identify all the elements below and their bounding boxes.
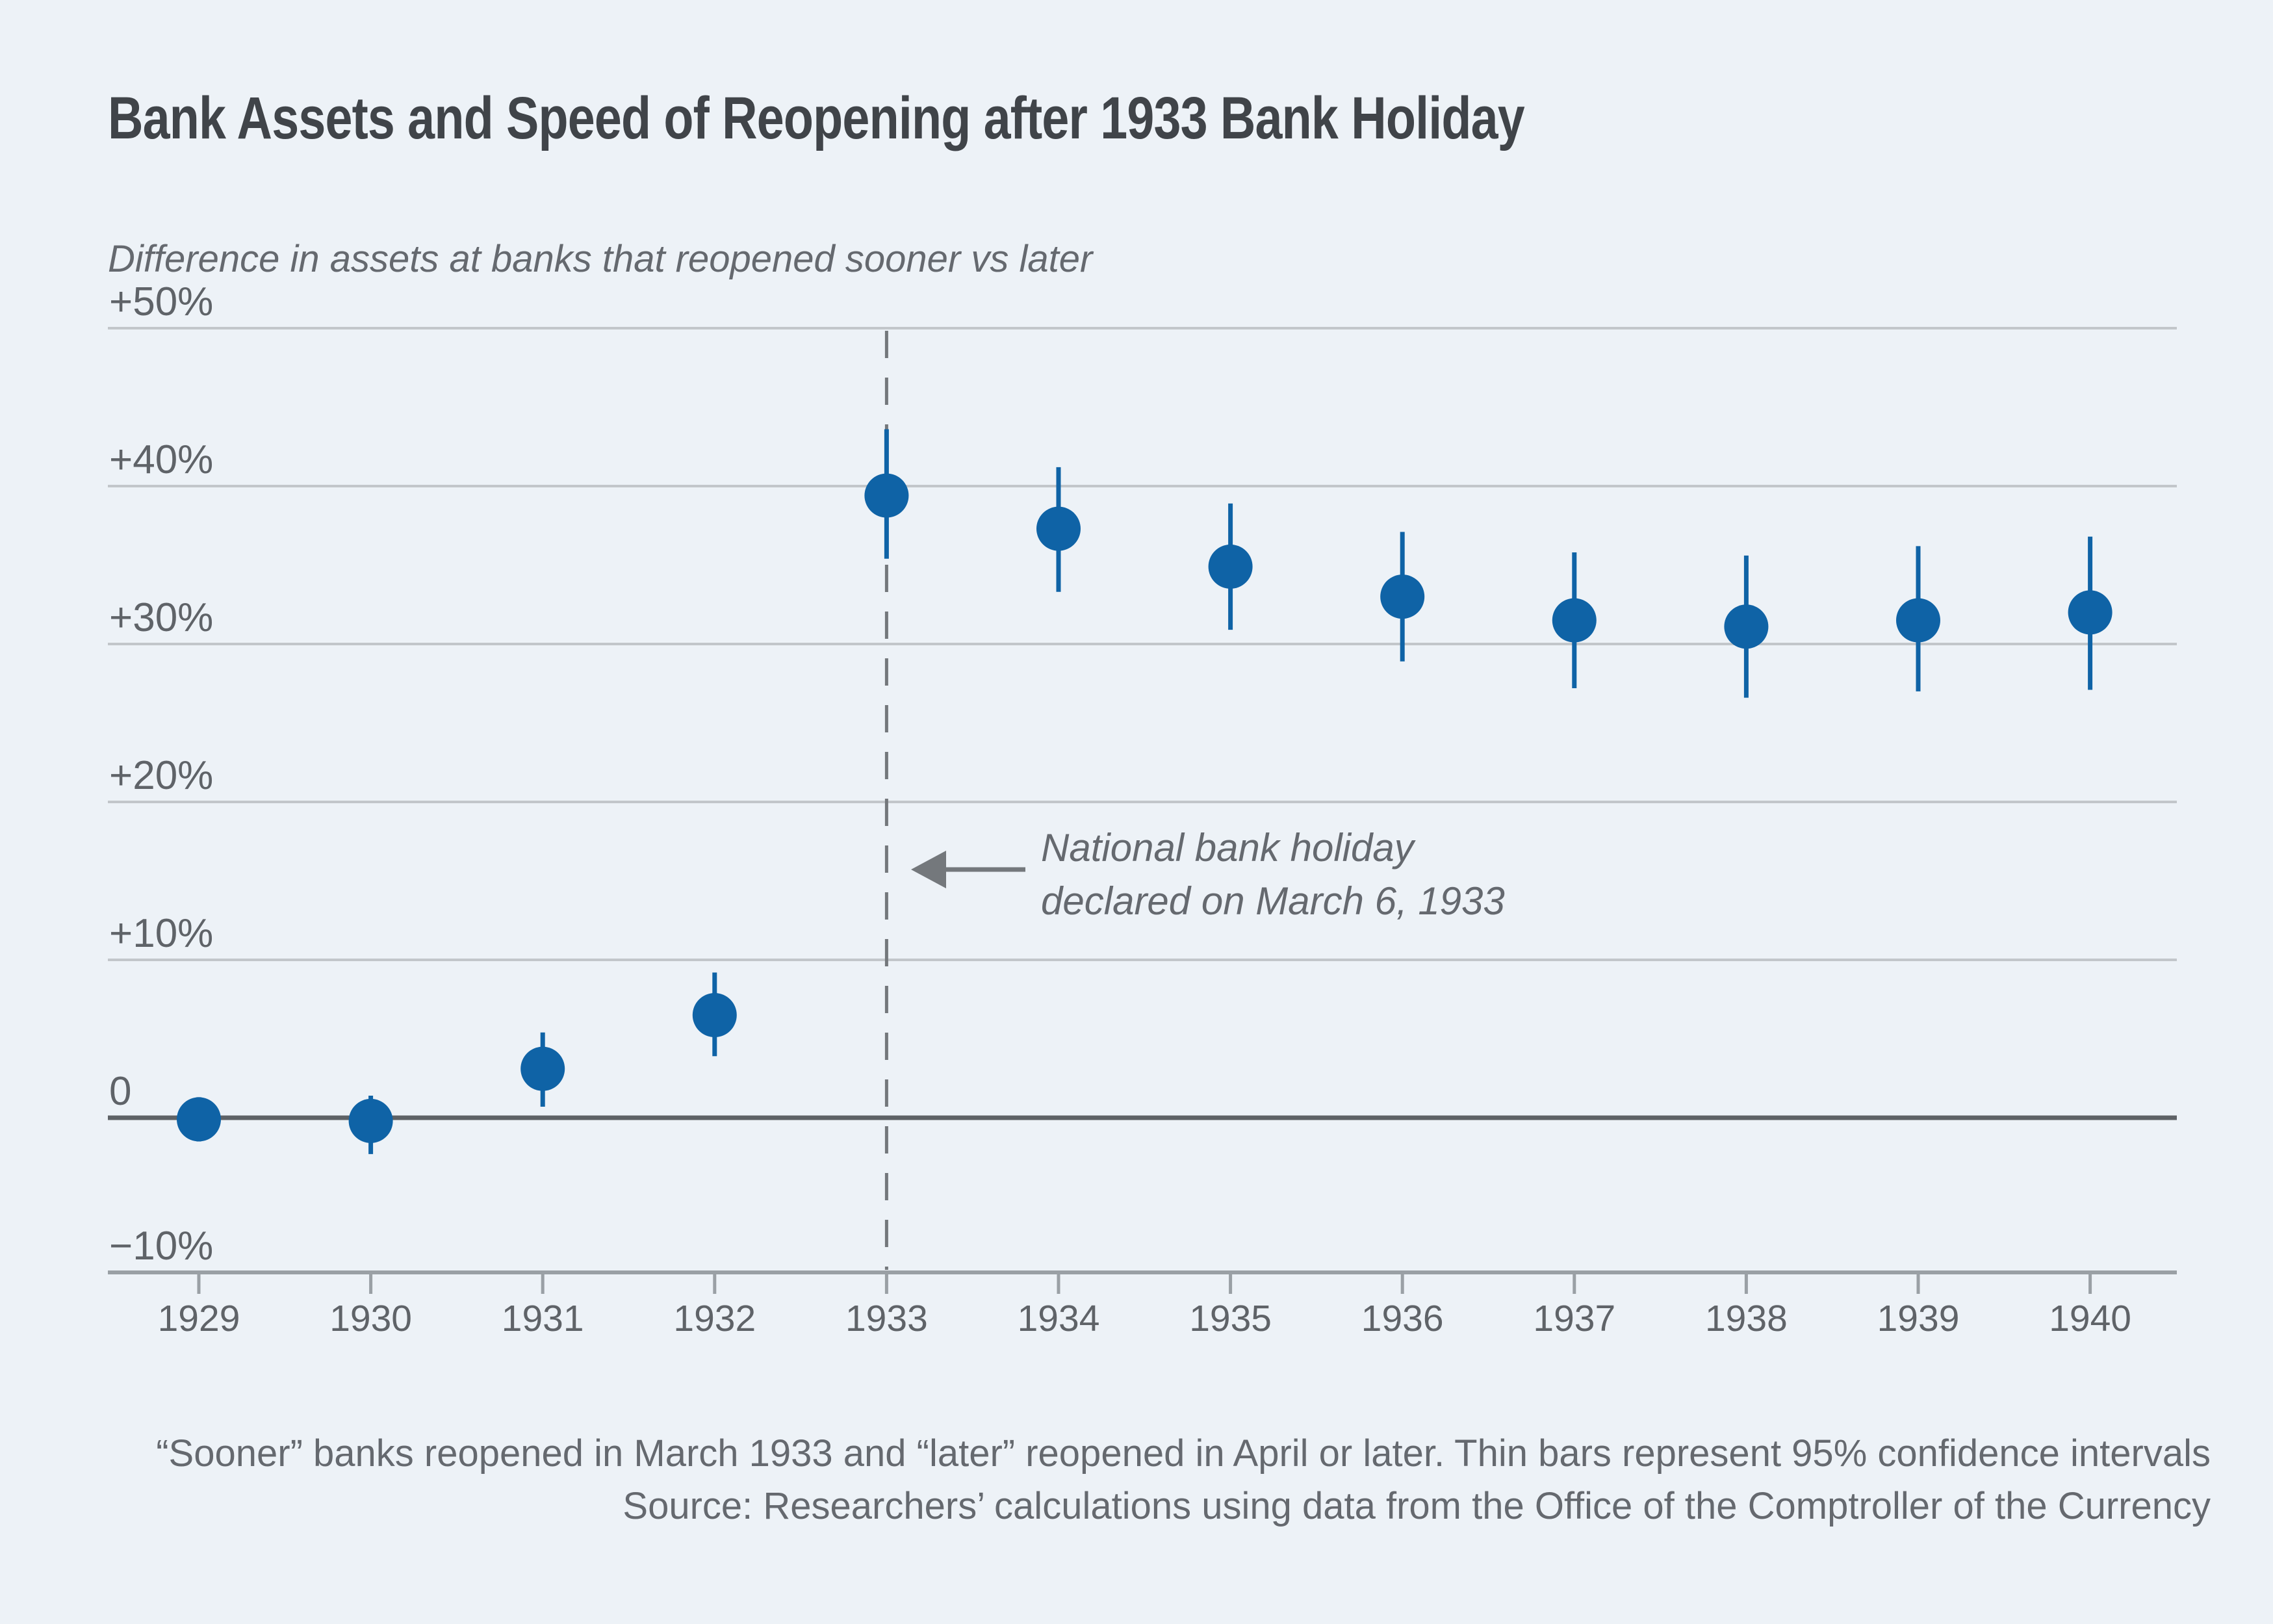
footnote-source: Source: Researchers’ calculations using … xyxy=(623,1485,2211,1527)
x-axis-tick-label: 1938 xyxy=(1705,1298,1788,1339)
data-point-1939 xyxy=(1896,598,1940,643)
event-annotation-line1: National bank holiday xyxy=(1041,826,1414,870)
y-axis-tick-label: +50% xyxy=(109,279,213,324)
x-axis-tick-label: 1931 xyxy=(502,1298,584,1339)
data-point-1937 xyxy=(1552,598,1597,643)
data-point-1934 xyxy=(1036,506,1081,551)
data-point-1932 xyxy=(692,993,737,1038)
event-annotation-line2: declared on March 6, 1933 xyxy=(1041,879,1505,923)
x-axis-tick-label: 1929 xyxy=(158,1298,240,1339)
data-point-1930 xyxy=(348,1098,393,1143)
y-axis-tick-label: +20% xyxy=(109,753,213,798)
y-axis-tick-label: +30% xyxy=(109,595,213,640)
x-axis-tick-label: 1940 xyxy=(2049,1298,2131,1339)
event-annotation: National bank holiday declared on March … xyxy=(1041,821,1505,928)
y-axis-tick-label: +40% xyxy=(109,437,213,482)
x-axis-tick-label: 1932 xyxy=(673,1298,756,1339)
data-point-1938 xyxy=(1724,604,1769,649)
data-point-1940 xyxy=(2068,590,2112,635)
x-axis-tick-label: 1939 xyxy=(1877,1298,1960,1339)
footnote-ci-note: “Sooner” banks reopened in March 1933 an… xyxy=(156,1432,2211,1475)
x-axis-tick-label: 1935 xyxy=(1189,1298,1272,1339)
y-axis-tick-label: 0 xyxy=(109,1069,131,1114)
data-point-1935 xyxy=(1208,544,1253,589)
chart-subtitle: Difference in assets at banks that reope… xyxy=(108,238,1093,280)
data-point-1936 xyxy=(1380,574,1425,619)
annotation-arrow-head-icon xyxy=(911,851,946,888)
x-axis-tick-label: 1937 xyxy=(1533,1298,1615,1339)
x-axis-tick-label: 1934 xyxy=(1018,1298,1100,1339)
data-point-1933 xyxy=(864,473,909,518)
x-axis-tick-label: 1930 xyxy=(329,1298,412,1339)
data-point-1929 xyxy=(177,1097,221,1142)
y-axis-tick-label: +10% xyxy=(109,911,213,956)
x-axis-tick-label: 1933 xyxy=(845,1298,928,1339)
y-axis-tick-label: −10% xyxy=(109,1224,213,1269)
x-axis-tick-label: 1936 xyxy=(1361,1298,1444,1339)
footnote-block: “Sooner” banks reopened in March 1933 an… xyxy=(156,1427,2211,1532)
data-point-1931 xyxy=(520,1046,565,1091)
chart-title: Bank Assets and Speed of Reopening after… xyxy=(108,85,1525,151)
